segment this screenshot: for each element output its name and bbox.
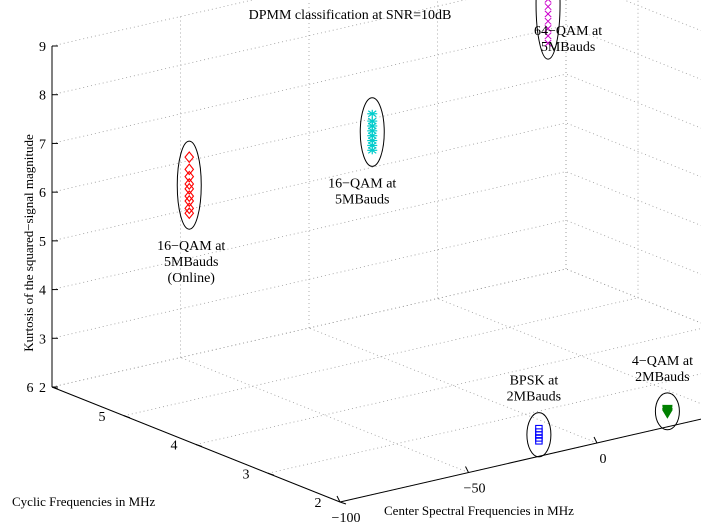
x-axis-label: Cyclic Frequencies in MHz [12,494,156,509]
x-tick-mark [123,415,131,419]
x-marker-stroke [544,3,552,11]
y-tick-mark [465,466,469,473]
x-marker-stroke [544,10,552,18]
z-tick-label: 9 [39,40,46,55]
cluster-label-line: 5MBauds [335,192,389,207]
diamond-marker [184,163,195,176]
x-tick-label: 2 [315,496,322,511]
floor-grid-line [195,328,701,445]
star-marker-stroke [367,137,377,145]
cluster-label-line: 16−QAM at [157,239,225,254]
x-marker [544,24,552,33]
x-marker-stroke [548,0,552,3]
z-axis-label: Kurtosis of the squared−signal magnitude [21,134,36,352]
x-tick-label: 6 [27,381,34,396]
diamond-marker [184,177,195,191]
side-wall-grid-line [565,171,701,226]
y-tick-label: −50 [464,482,486,497]
x-marker-stroke [544,0,549,3]
grid-lines [51,0,701,503]
x-marker-stroke [544,24,552,33]
y-tick-mark [336,495,341,503]
chart-title: DPMM classification at SNR=10dB [249,8,452,23]
cluster-label-line: (Online) [168,271,216,286]
cluster-label-line: 4−QAM at [632,354,693,369]
x-marker-stroke [544,17,552,25]
x-tick-mark [267,472,275,476]
star-marker [367,126,378,135]
diamond-marker [184,194,195,208]
cluster-ellipse [359,97,385,167]
x-marker-stroke [544,39,552,47]
y-tick-mark [593,436,598,444]
z-tick-label: 8 [39,89,46,104]
cluster-ellipse [176,140,202,230]
x-marker [544,39,552,47]
z-tick-label: 4 [39,284,46,299]
cluster-label-line: 2MBauds [507,390,561,405]
side-wall-grid-line [565,122,701,178]
diamond-marker [184,207,195,220]
cluster-ellipse [526,412,552,458]
cluster-label-line: 64−QAM at [534,24,602,39]
side-wall-grid-line [565,219,701,275]
cluster-x [544,0,552,47]
star-marker-stroke [367,132,377,140]
cluster-star [367,109,378,155]
x-marker [544,0,552,3]
star-marker [367,146,378,155]
x-marker-stroke [544,32,552,40]
star-marker-stroke [367,141,377,149]
star-marker-stroke [367,117,377,125]
cluster-label-line: 16−QAM at [328,176,396,191]
y-tick-label: 0 [600,452,607,467]
z-tick-label: 2 [39,381,46,396]
x-tick-label: 3 [243,467,250,482]
z-tick-label: 3 [39,332,46,347]
x-tick-mark [195,444,203,447]
star-marker [367,141,378,150]
star-marker [367,136,378,145]
x-marker [544,32,552,40]
cluster-label-line: BPSK at [510,374,559,389]
diamond-marker [184,151,195,164]
cluster-ellipse [654,392,680,431]
cluster-ellipse [535,0,561,60]
diamond-marker [184,190,195,203]
z-tick-label: 7 [39,137,46,152]
axes [51,45,701,505]
diamond-marker [184,202,195,215]
star-marker-stroke [367,110,377,118]
x-tick-mark [339,501,347,505]
x-marker [544,17,552,25]
diamond-marker [184,182,195,195]
star-marker [367,109,378,118]
x-tick-label: 4 [171,439,178,454]
star-marker-stroke [367,122,377,130]
square-marker [535,437,543,445]
y-tick-label: −100 [332,511,361,522]
cluster-triangle-down [662,404,673,419]
x-marker [544,10,552,18]
cluster-label-line: 2MBauds [635,370,689,385]
cluster-label-line: 5MBauds [164,255,218,270]
diamond-marker [184,170,195,183]
x-marker [544,3,552,11]
z-tick-label: 5 [39,235,46,250]
cluster-label-line: 5MBauds [541,40,595,55]
star-marker-stroke [367,127,377,135]
side-wall-grid-line [565,73,701,129]
x-tick-label: 5 [99,410,106,425]
y-axis-label: Center Spectral Frequencies in MHz [384,503,574,518]
data-points [184,0,673,445]
z-tick-label: 6 [39,186,46,201]
triangle-down-marker [662,409,673,419]
star-marker-stroke [367,146,377,154]
cluster-diamond [184,151,195,220]
cluster-square [535,424,543,445]
